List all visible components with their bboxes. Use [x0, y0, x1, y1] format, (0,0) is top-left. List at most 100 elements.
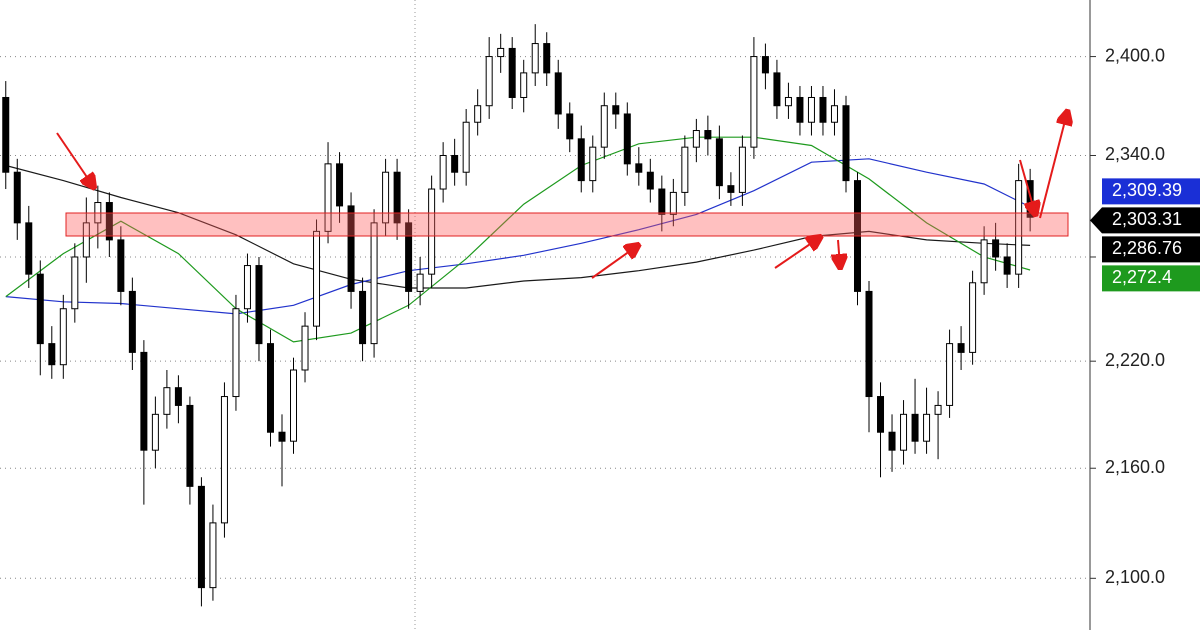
candle-body: [382, 171, 390, 224]
candle-body: [600, 105, 608, 148]
arrow: [1019, 159, 1035, 213]
candle-body: [796, 96, 804, 123]
candle-body: [140, 351, 148, 451]
price-tag: [1090, 207, 1200, 234]
annotations: [56, 113, 1067, 279]
y-tick-label: 2,220.0: [1105, 350, 1165, 370]
candle-body: [474, 105, 482, 123]
arrow: [1039, 113, 1067, 219]
candle-body: [646, 171, 654, 190]
arrow: [838, 239, 840, 266]
candle-body: [992, 239, 1000, 258]
candle-body: [923, 413, 931, 442]
candle-body: [830, 105, 838, 123]
candle-body: [900, 413, 908, 451]
candle-body: [266, 343, 274, 433]
arrow: [56, 132, 93, 186]
candle-body: [738, 146, 746, 193]
candle-body: [71, 256, 79, 310]
candle-body: [1003, 256, 1011, 275]
candle-body: [761, 56, 769, 74]
candle-body: [163, 387, 171, 415]
candle-body: [865, 290, 873, 398]
candle-body: [807, 96, 815, 123]
candle-body: [589, 146, 597, 182]
candle-body: [577, 138, 585, 182]
price-tag: [1102, 178, 1200, 205]
moving-average-line: [5, 136, 1031, 343]
candle-body: [681, 146, 689, 193]
y-tick-label: 2,340.0: [1105, 144, 1165, 164]
price-tag-label: 2,272.4: [1112, 267, 1172, 287]
candle-body: [727, 185, 735, 193]
candle-body: [784, 96, 792, 107]
candle-body: [359, 290, 367, 345]
candle-body: [324, 163, 332, 232]
candle-body: [393, 171, 401, 224]
candle-body: [174, 387, 182, 406]
candle-body: [151, 413, 159, 451]
price-tag-label: 2,286.76: [1112, 238, 1182, 258]
candle-body: [82, 222, 90, 258]
y-tick-label: 2,100.0: [1105, 567, 1165, 587]
candle-body: [819, 96, 827, 123]
moving-average-line: [5, 158, 1031, 315]
candle-body: [48, 343, 56, 366]
candle-body: [347, 205, 355, 292]
candle-body: [934, 404, 942, 415]
candle-body: [36, 273, 44, 345]
y-axis: 2,100.0 2,160.0 2,220.0 2,340.0 2,400.0 2,309…: [1090, 45, 1200, 587]
candle-body: [405, 222, 413, 292]
candle-body: [623, 113, 631, 165]
candle-body: [658, 188, 666, 215]
candle-body: [13, 171, 21, 224]
candle-body: [209, 522, 217, 589]
candle-body: [59, 308, 67, 366]
candle-body: [117, 239, 125, 292]
candle-body: [336, 163, 344, 207]
candle-body: [508, 47, 516, 98]
candle-body: [946, 343, 954, 406]
candle-body: [669, 191, 677, 215]
candle-body: [25, 222, 33, 275]
plot: [2, 24, 1034, 607]
candle-body: [462, 121, 470, 173]
candle-body: [842, 105, 850, 182]
candle-body: [1015, 180, 1023, 275]
candle-body: [416, 273, 424, 292]
candle-body: [290, 369, 298, 442]
candle-body: [2, 96, 10, 173]
support-zone: [65, 212, 1069, 237]
candle-body: [128, 290, 136, 353]
candle-body: [980, 239, 988, 284]
price-tag: [1102, 265, 1200, 292]
candle-body: [186, 404, 194, 487]
price-tag-label: 2,309.39: [1112, 180, 1182, 200]
price-tag: [1102, 236, 1200, 263]
arrow: [591, 246, 637, 279]
candle-body: [704, 130, 712, 140]
candle-body: [255, 265, 263, 345]
candle-body: [750, 56, 758, 148]
candle-body: [911, 413, 919, 442]
candle-body: [220, 396, 228, 524]
candle-body: [612, 105, 620, 115]
candle-body: [428, 188, 436, 275]
candle-body: [439, 154, 447, 190]
candle-body: [969, 282, 977, 353]
candle-body: [278, 431, 286, 442]
candle-body: [543, 43, 551, 74]
candle-body: [520, 72, 528, 98]
candle-body: [692, 130, 700, 148]
candle-body: [531, 43, 539, 74]
candle-body: [635, 163, 643, 173]
candle-body: [715, 138, 723, 187]
candle-body: [773, 72, 781, 107]
candle-body: [497, 47, 505, 58]
y-tick-label: 2,160.0: [1105, 457, 1165, 477]
candle-body: [877, 396, 885, 433]
candle-body: [232, 308, 240, 398]
y-tick-label: 2,400.0: [1105, 45, 1165, 65]
